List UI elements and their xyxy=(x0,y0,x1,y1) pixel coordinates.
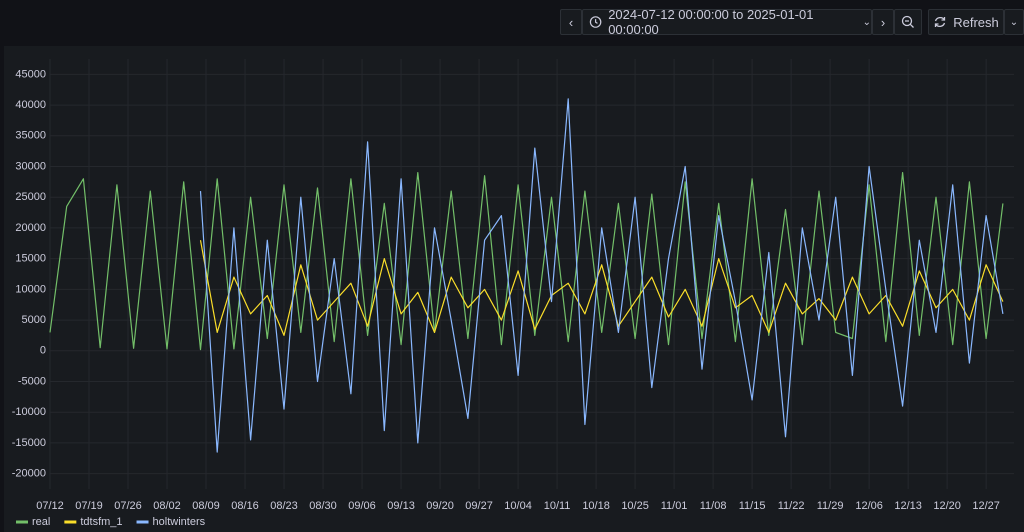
refresh-button[interactable]: Refresh xyxy=(928,9,1004,35)
x-tick-label: 10/11 xyxy=(544,500,571,512)
y-tick-label: 10000 xyxy=(15,283,46,295)
legend-label: tdtsfm_1 xyxy=(80,516,122,528)
y-tick-label: -15000 xyxy=(12,437,46,449)
refresh-interval-button[interactable]: ⌄ xyxy=(1004,9,1024,35)
x-tick-label: 09/20 xyxy=(426,500,454,512)
x-tick-label: 11/08 xyxy=(700,500,727,512)
x-tick-label: 11/15 xyxy=(739,500,766,512)
x-tick-label: 07/26 xyxy=(114,500,142,512)
y-tick-label: -20000 xyxy=(12,468,46,480)
zoom-icon xyxy=(901,15,914,28)
next-button[interactable]: › xyxy=(872,9,894,35)
legend-label: holtwinters xyxy=(153,516,206,528)
legend-label: real xyxy=(32,516,50,528)
y-tick-label: 35000 xyxy=(15,130,46,142)
x-tick-label: 07/19 xyxy=(75,500,103,512)
series-line xyxy=(199,98,1004,453)
y-tick-label: 40000 xyxy=(15,99,46,111)
toolbar: ‹ 2024-07-12 00:00:00 to 2025-01-01 00:0… xyxy=(0,0,1024,44)
y-tick-label: 45000 xyxy=(15,68,46,80)
x-tick-label: 10/25 xyxy=(621,500,649,512)
x-tick-label: 12/20 xyxy=(933,500,961,512)
y-tick-label: 25000 xyxy=(15,191,46,203)
refresh-icon xyxy=(935,16,946,28)
y-tick-label: -5000 xyxy=(18,375,46,387)
y-tick-label: 5000 xyxy=(22,314,46,326)
zoom-out-button[interactable] xyxy=(894,9,922,35)
x-tick-label: 10/18 xyxy=(582,500,610,512)
dropdown-caret: ⌄ xyxy=(862,16,871,28)
x-tick-label: 08/23 xyxy=(270,500,298,512)
x-tick-label: 09/27 xyxy=(465,500,493,512)
x-tick-label: 09/06 xyxy=(348,500,376,512)
prev-button[interactable]: ‹ xyxy=(560,9,582,35)
x-tick-label: 07/12 xyxy=(36,500,64,512)
series-line xyxy=(199,240,1004,336)
x-tick-label: 08/09 xyxy=(192,500,220,512)
x-tick-label: 09/13 xyxy=(387,500,415,512)
y-tick-label: 20000 xyxy=(15,222,46,234)
x-tick-label: 11/29 xyxy=(817,500,844,512)
x-tick-label: 12/27 xyxy=(972,500,1000,512)
y-tick-label: 30000 xyxy=(15,160,46,172)
x-tick-label: 12/06 xyxy=(855,500,883,512)
clock-icon xyxy=(589,16,602,28)
y-tick-label: -10000 xyxy=(12,406,46,418)
x-tick-label: 11/01 xyxy=(661,500,688,512)
x-tick-label: 08/16 xyxy=(231,500,259,512)
time-range: 2024-07-12 00:00:00 to 2025-01-01 00:00:… xyxy=(608,7,814,37)
x-tick-label: 08/30 xyxy=(309,500,337,512)
x-tick-label: 08/02 xyxy=(153,500,181,512)
y-tick-label: 0 xyxy=(40,345,46,357)
x-tick-label: 12/13 xyxy=(894,500,922,512)
x-tick-label: 10/04 xyxy=(504,500,532,512)
time-picker[interactable]: 2024-07-12 00:00:00 to 2025-01-01 00:00:… xyxy=(582,7,872,37)
refresh-label: Refresh xyxy=(953,14,999,30)
x-tick-label: 11/22 xyxy=(778,500,805,512)
y-tick-label: 15000 xyxy=(15,253,46,265)
